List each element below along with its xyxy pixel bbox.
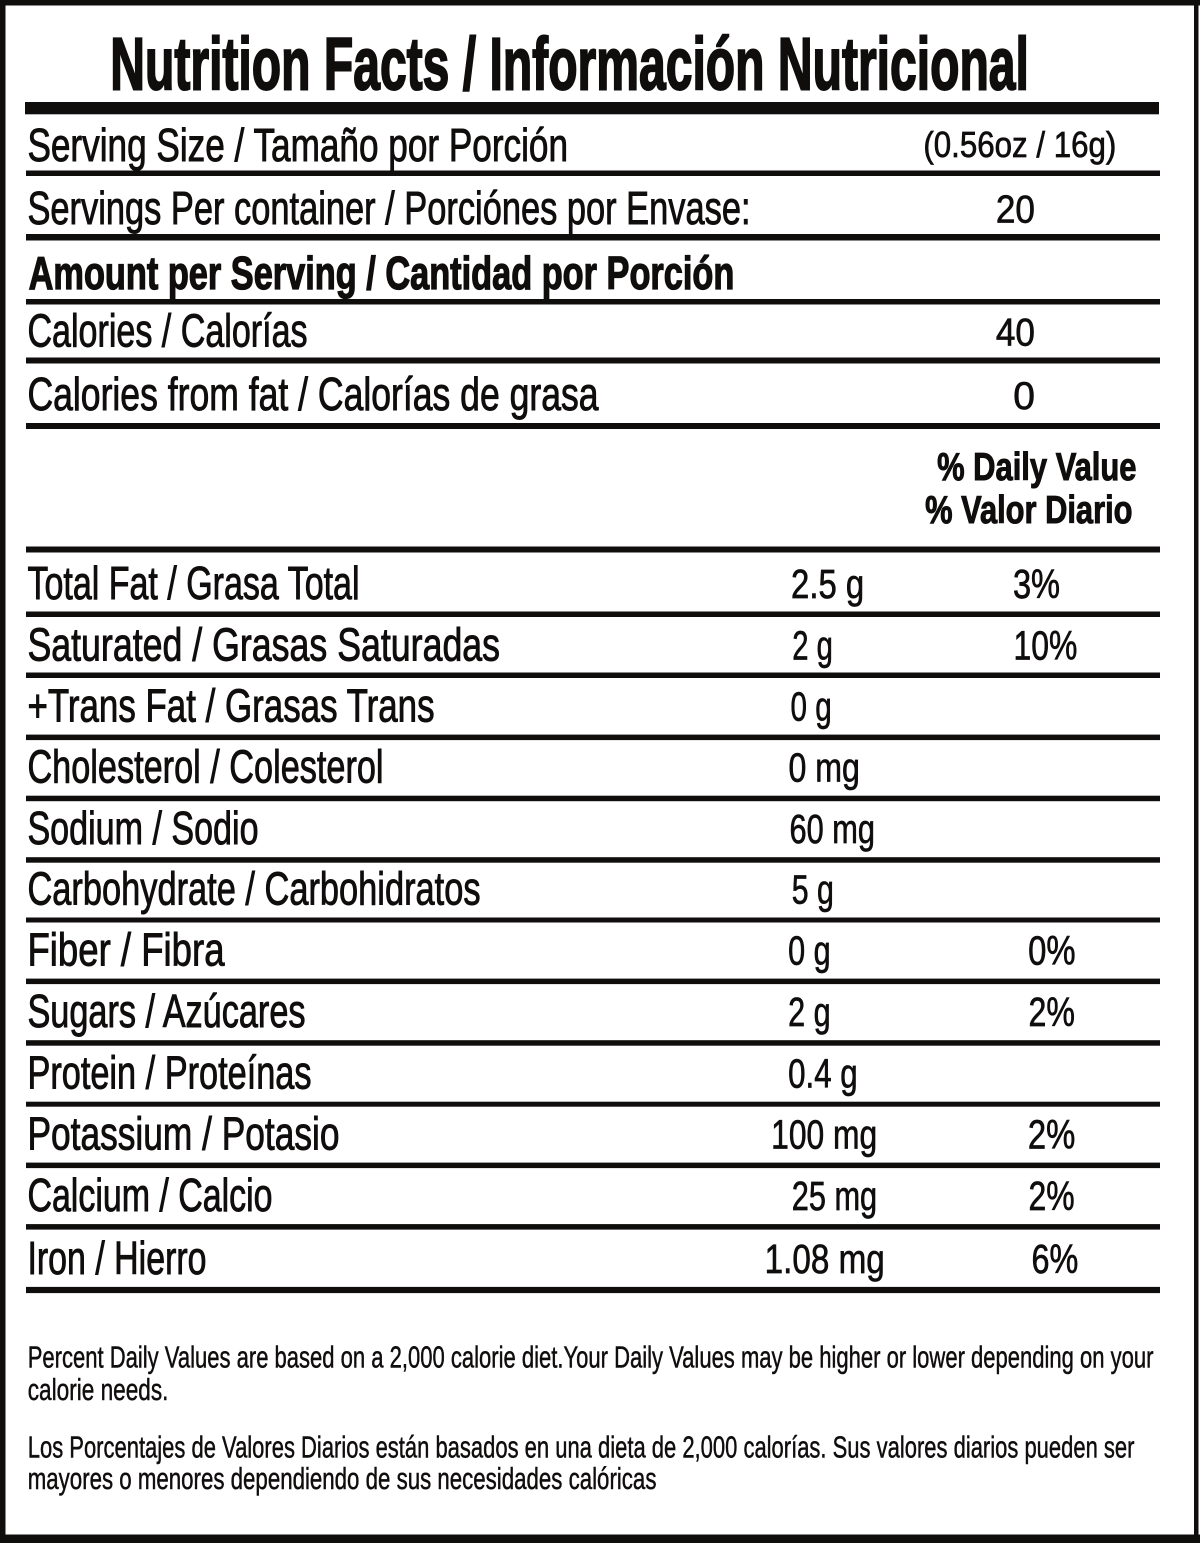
svg-text:0 mg: 0 mg [788,745,859,791]
svg-text:Calories from fat / Calorías d: Calories from fat / Calorías de grasa [27,368,598,420]
svg-text:Protein / Proteínas: Protein / Proteínas [27,1047,311,1099]
svg-text:2%: 2% [1029,1173,1075,1219]
svg-text:(0.56oz / 16g): (0.56oz / 16g) [923,124,1116,165]
svg-text:Nutrition Facts / Información: Nutrition Facts / Información Nutriciona… [110,23,1029,106]
svg-text:3%: 3% [1013,561,1060,607]
svg-text:Fiber / Fibra: Fiber / Fibra [27,924,224,976]
svg-text:Los Porcentajes de Valores Dia: Los Porcentajes de Valores Diarios están… [28,1430,1135,1465]
svg-text:6%: 6% [1032,1236,1079,1282]
svg-text:mayores o menores dependiendo: mayores o menores dependiendo de sus nec… [28,1461,657,1496]
svg-text:Servings Per container / Porci: Servings Per container / Porciónes por E… [27,182,750,234]
svg-text:% Daily Value: % Daily Value [937,446,1136,489]
svg-text:Calories / Calorías: Calories / Calorías [27,305,307,357]
svg-text:2 g: 2 g [792,623,833,669]
svg-text:calorie needs.: calorie needs. [28,1372,169,1407]
svg-text:Sugars / Azúcares: Sugars / Azúcares [27,985,305,1037]
svg-text:10%: 10% [1014,623,1078,669]
svg-text:Calcium / Calcio: Calcium / Calcio [27,1169,272,1221]
svg-text:% Valor Diario: % Valor Diario [925,489,1132,532]
svg-text:Sodium / Sodio: Sodium / Sodio [27,802,258,854]
svg-text:40: 40 [996,312,1035,355]
svg-text:0: 0 [1013,375,1035,418]
svg-text:2 g: 2 g [788,989,831,1035]
svg-text:1.08 mg: 1.08 mg [765,1236,885,1282]
svg-text:0%: 0% [1028,928,1075,974]
svg-text:20: 20 [996,189,1035,232]
svg-text:0 g: 0 g [788,928,831,974]
svg-text:25 mg: 25 mg [792,1173,877,1219]
svg-text:Iron / Hierro: Iron / Hierro [27,1232,206,1284]
svg-text:Amount per Serving / Cantidad: Amount per Serving / Cantidad por Porció… [29,247,735,299]
svg-text:+Trans Fat / Grasas Trans: +Trans Fat / Grasas Trans [27,680,434,732]
svg-text:100 mg: 100 mg [771,1112,877,1158]
svg-text:Potassium / Potasio: Potassium / Potasio [27,1108,339,1160]
svg-text:Percent Daily Values are based: Percent Daily Values are based on a 2,00… [28,1340,1154,1375]
svg-text:Saturated / Grasas Saturadas: Saturated / Grasas Saturadas [27,619,500,671]
svg-text:5 g: 5 g [792,867,834,913]
svg-text:0.4 g: 0.4 g [788,1051,858,1097]
svg-text:2%: 2% [1028,1112,1075,1158]
svg-text:Carbohydrate / Carbohidratos: Carbohydrate / Carbohidratos [27,863,480,915]
svg-text:Total Fat / Grasa Total: Total Fat / Grasa Total [27,557,359,609]
svg-text:60 mg: 60 mg [790,806,875,852]
svg-text:0 g: 0 g [791,684,832,730]
svg-text:Cholesterol / Colesterol: Cholesterol / Colesterol [27,741,383,793]
svg-text:Serving Size / Tamaño por Porc: Serving Size / Tamaño por Porción [27,119,568,171]
svg-text:2.5 g: 2.5 g [791,561,864,607]
svg-text:2%: 2% [1029,989,1075,1035]
